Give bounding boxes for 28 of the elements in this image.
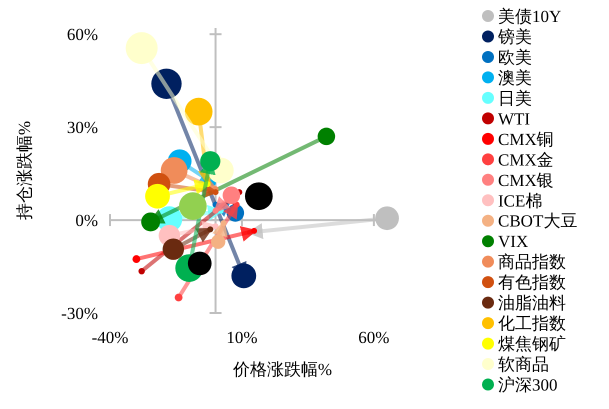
x-tick-label: 60%: [358, 328, 390, 347]
legend-label: 油脂油料: [498, 294, 566, 313]
y-tick-label: -30%: [61, 304, 98, 323]
legend-label: 日美: [498, 88, 532, 108]
legend-label: 煤焦钢矿: [498, 334, 566, 354]
legend-label: 有色指数: [498, 273, 566, 292]
legend-label: CMX银: [498, 170, 554, 190]
legend-label: 镑美: [497, 27, 532, 46]
y-tick-label: 0%: [75, 211, 98, 230]
legend-label: CMX金: [498, 150, 554, 170]
legend-label: 商品指数: [498, 252, 566, 272]
legend-label: WTI: [498, 109, 530, 128]
legend-label: 化工指数: [498, 314, 566, 334]
legend-label: ICE棉: [498, 191, 542, 210]
legend-label: VIX: [498, 232, 528, 252]
legend-label: 澳美: [498, 68, 532, 88]
x-axis-title: 价格涨跌幅%: [232, 360, 332, 379]
legend-label: CMX铜: [498, 130, 554, 149]
y-tick-label: 30%: [66, 118, 98, 138]
legend-label: 美债10Y: [498, 7, 562, 26]
y-tick-label: 60%: [66, 25, 98, 44]
x-tick-label: 10%: [226, 328, 258, 347]
x-tick-label: -40%: [92, 328, 128, 347]
legend-label: 沪深300: [498, 376, 558, 395]
y-axis-title: 持仓涨跌幅%: [15, 120, 34, 220]
legend-label: CBOT大豆: [498, 212, 578, 231]
legend-label: 欧美: [498, 48, 532, 67]
legend-label: 软商品: [498, 355, 549, 374]
